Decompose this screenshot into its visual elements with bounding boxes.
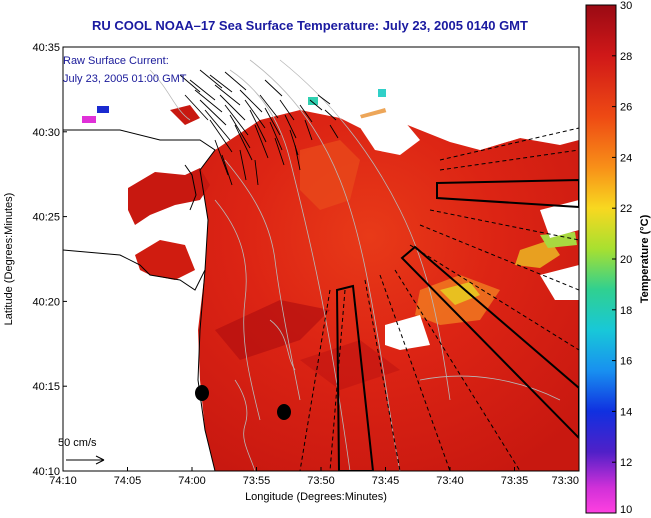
- scale-arrow: [66, 455, 105, 465]
- y-tick-label: 40:10: [32, 466, 60, 478]
- coastline: [63, 129, 216, 291]
- colorbar-tick-label: 28: [620, 51, 632, 63]
- x-axis-ticks: 74:10 74:05 74:00 73:55 73:50 73:45 73:40 73:35…: [49, 467, 580, 487]
- colorbar-ticks: 30 28 26 24 22 20 18 16 14 12 10: [612, 0, 632, 516]
- cloud-gap: [230, 47, 579, 112]
- y-tick-label: 40:15: [32, 381, 60, 393]
- cloud-gap: [450, 112, 579, 150]
- current-legend-line1: Raw Surface Current:: [63, 55, 169, 67]
- station-marker: [195, 385, 209, 401]
- x-tick-label: 73:40: [436, 475, 464, 487]
- sst-bay: [170, 105, 200, 125]
- scale-arrow-label: 50 cm/s: [58, 437, 97, 449]
- warm-patch: [540, 232, 577, 248]
- sst-bay: [135, 240, 195, 280]
- current-vectors: [179, 69, 339, 186]
- colorbar-tick-label: 18: [620, 305, 632, 317]
- y-axis-label: Latitude (Degrees:Minutes): [3, 193, 15, 326]
- colorbar: [585, 4, 617, 514]
- sst-pixel: [97, 106, 109, 113]
- radial-lines: [299, 127, 579, 471]
- y-axis-ticks: 40:35 40:30 40:25 40:20 40:15 40:10: [32, 42, 67, 478]
- y-tick-label: 40:25: [32, 212, 60, 224]
- x-axis-label: Longitude (Degrees:Minutes): [245, 491, 387, 503]
- colorbar-tick-label: 16: [620, 356, 632, 368]
- coastline: [184, 164, 197, 211]
- colorbar-tick-label: 12: [620, 457, 632, 469]
- y-tick-label: 40:30: [32, 127, 60, 139]
- colorbar-tick-label: 14: [620, 406, 632, 418]
- cloud-gap: [355, 110, 420, 155]
- sst-pixel: [82, 116, 96, 123]
- x-tick-label: 73:30: [551, 475, 579, 487]
- x-tick-label: 74:00: [178, 475, 206, 487]
- colorbar-label: Temperature (°C): [639, 214, 651, 303]
- colorbar-tick-label: 10: [620, 504, 632, 516]
- coastline: [197, 269, 216, 471]
- x-tick-label: 74:10: [49, 475, 77, 487]
- current-legend: Raw Surface Current: July 23, 2005 01:00…: [63, 52, 187, 88]
- colorbar-tick-label: 24: [620, 152, 632, 164]
- cool-patch: [215, 300, 330, 360]
- sst-pixel: [378, 89, 386, 97]
- x-tick-label: 73:50: [307, 475, 335, 487]
- current-legend-line2: July 23, 2005 01:00 GMT: [63, 73, 187, 85]
- colorbar-tick-label: 30: [620, 0, 632, 12]
- warm-patch: [440, 282, 480, 305]
- x-tick-label: 74:05: [114, 475, 142, 487]
- x-tick-label: 73:45: [372, 475, 400, 487]
- station-marker: [277, 404, 291, 420]
- y-tick-label: 40:35: [32, 42, 60, 54]
- sst-north-strip: [128, 168, 210, 225]
- cloud-gap: [385, 315, 430, 350]
- y-tick-label: 40:20: [32, 296, 60, 308]
- colorbar-tick-label: 26: [620, 102, 632, 114]
- x-tick-label: 73:35: [501, 475, 529, 487]
- map-title: RU COOL NOAA–17 Sea Surface Temperature:…: [92, 18, 528, 33]
- cloud-gap: [540, 200, 579, 238]
- x-tick-label: 73:55: [243, 475, 271, 487]
- colorbar-tick-label: 20: [620, 254, 632, 266]
- study-boxes: [335, 178, 579, 471]
- cool-patch: [300, 340, 400, 390]
- colorbar-tick-label: 22: [620, 203, 632, 215]
- sst-pixel: [308, 97, 318, 105]
